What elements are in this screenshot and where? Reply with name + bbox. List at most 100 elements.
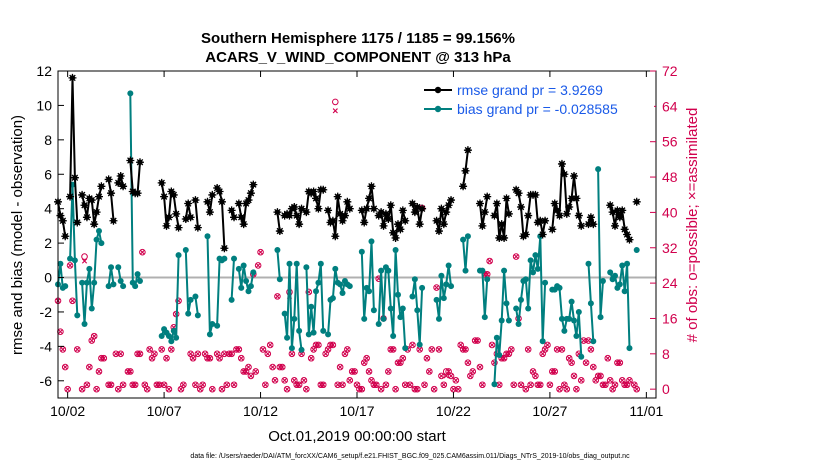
y-right-tick-label: 72 [662,63,678,79]
rmse-point-star [381,209,390,218]
obs-possible-point [464,359,472,366]
obs-possible-point [90,332,98,340]
rmse-point-star [444,201,453,210]
obs-assimilated-point [149,355,155,361]
rmse-point-star [343,197,352,206]
rmse-point-star [244,196,253,205]
y-right-tick-label: 16 [662,310,678,326]
obs-possible-point [209,385,216,393]
obs-possible-point [450,385,457,393]
bias-point [440,295,447,302]
obs-possible-point [300,377,308,384]
obs-possible-point [363,354,370,362]
obs-possible-point [223,381,231,389]
obs-possible-point [568,359,575,366]
bias-point [95,228,102,235]
obs-assimilated-point [366,368,372,375]
rmse-point-star [184,199,193,208]
rmse-point-star [516,202,525,211]
bias-point [464,233,471,240]
obs-assimilated-point [332,108,338,114]
bias-point [192,293,199,300]
bias-point [276,276,283,283]
obs-assimilated-point [631,382,637,388]
bias-point [595,166,602,173]
bias-point [245,288,252,295]
bias-point [98,240,105,247]
obs-assimilated-point [142,382,148,388]
bias-point [566,315,573,322]
obs-assimilated-point [289,351,295,357]
obs-assimilated-point [308,355,314,361]
obs-assimilated-point [446,368,452,375]
rmse-point-star [548,225,557,234]
obs-possible-point [158,346,165,353]
bias-point [505,317,512,324]
obs-assimilated-point [484,271,490,277]
rmse-point-star [66,192,75,201]
obs-assimilated-point [216,355,223,361]
obs-possible-point [143,385,151,393]
bias-point [445,262,452,269]
obs-possible-point [611,381,619,389]
obs-possible-point [81,253,88,260]
obs-possible-point [377,385,385,393]
rmse-series-group [54,73,641,253]
obs-possible-point [452,377,460,384]
rmse-point-star [164,213,173,222]
bias-point [194,312,201,319]
y-right-tick-label: 56 [662,134,678,150]
rmse-point-star [275,227,284,236]
bias-point [513,305,520,312]
rmse-point-star [292,211,301,220]
bias-point [173,334,180,341]
obs-possible-point [95,368,103,375]
bias-series-group [55,90,640,388]
obs-possible-point [266,341,274,349]
rmse-point-star [61,232,70,241]
obs-assimilated-point [352,368,358,375]
obs-assimilated-point [120,382,126,388]
obs-assimilated-point [443,373,449,379]
obs-assimilated-point [320,382,326,388]
bias-point [402,345,409,352]
rmse-point-star [557,159,566,168]
obs-assimilated-point [571,373,577,379]
bias-point [358,248,365,255]
obs-assimilated-point [255,262,261,269]
rmse-point-star [553,206,562,215]
x-tick-label: 10/12 [243,403,278,419]
y-right-tick-label: 0 [662,381,670,397]
bias-point [515,320,522,327]
obs-assimilated-point [554,346,560,352]
bias-point [317,260,324,267]
bias-point [539,338,546,345]
obs-assimilated-point [209,386,215,392]
y-left-tick-label: 12 [36,63,52,79]
obs-assimilated-point [607,377,613,383]
obs-assimilated-point [450,386,457,392]
bias-point [498,317,505,324]
obs-possible-point [93,385,100,393]
rmse-point-star [314,204,323,213]
rmse-point-star [379,221,388,230]
obs-assimilated-point [525,346,531,352]
bias-point [493,334,500,341]
obs-assimilated-point [438,373,444,379]
obs-assimilated-point [392,386,399,392]
rmse-point-star [246,189,255,198]
bias-point [624,260,631,267]
rmse-point-star [70,173,79,182]
obs-assimilated-point [69,298,76,304]
rmse-point-star [442,208,451,217]
obs-assimilated-point [465,360,471,366]
y-left-tick-label: 6 [44,166,52,182]
x-tick-label: 10/07 [147,403,182,419]
obs-possible-point [558,346,566,353]
obs-assimilated-point [139,249,145,255]
rmse-point-star [297,204,306,213]
rmse-point-star [94,192,103,201]
bias-point [416,341,423,348]
obs-assimilated-point [605,355,611,361]
bias-point [214,322,221,329]
